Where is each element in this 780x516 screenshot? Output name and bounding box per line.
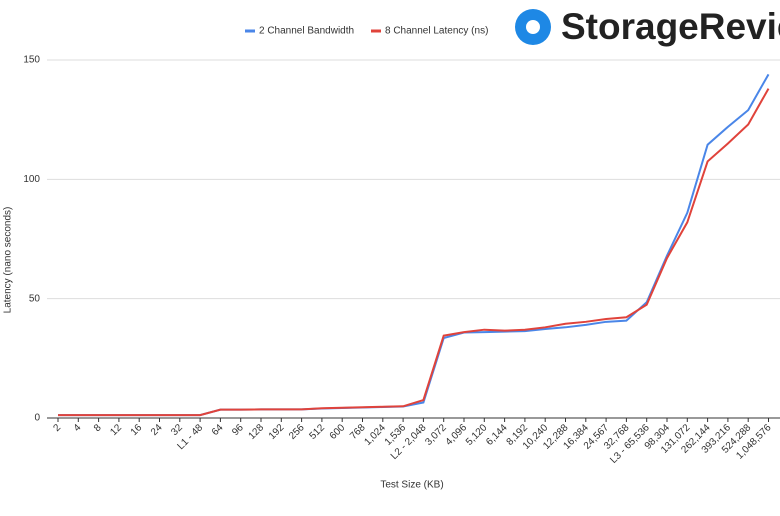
- x-tick-label: 512: [307, 422, 327, 442]
- x-tick-label: 12: [108, 422, 124, 438]
- x-tick-label: 192: [267, 422, 287, 442]
- legend-label: 8 Channel Latency (ns): [385, 26, 488, 37]
- x-tick-label: 64: [210, 422, 226, 438]
- y-axis-title: Latency (nano seconds): [3, 207, 14, 314]
- x-tick-label: 4,096: [444, 422, 470, 448]
- x-tick-label: 3,072: [423, 422, 449, 448]
- x-tick-label: 2: [51, 422, 63, 434]
- y-tick-label: 0: [34, 413, 40, 424]
- logo-text: StorageReview: [561, 6, 780, 47]
- x-tick-label: 256: [287, 422, 307, 442]
- y-tick-label: 150: [23, 55, 40, 66]
- x-tick-label: 5,120: [464, 422, 490, 448]
- x-axis-title: Test Size (KB): [380, 480, 443, 491]
- x-tick-label: 24: [149, 422, 165, 438]
- x-tick-label: 600: [328, 422, 348, 442]
- y-tick-label: 50: [29, 293, 41, 304]
- x-tick-label: 8: [92, 422, 104, 434]
- y-tick-label: 100: [23, 174, 40, 185]
- x-tick-label: 128: [247, 422, 267, 442]
- series-line: [58, 73, 770, 417]
- x-tick-label: 16: [129, 422, 145, 438]
- legend-label: 2 Channel Bandwidth: [259, 26, 354, 37]
- x-tick-label: 6,144: [484, 422, 510, 448]
- x-tick-label: 1,024: [362, 422, 388, 448]
- logo-icon-hole: [526, 20, 540, 34]
- x-tick-label: 4: [72, 422, 84, 434]
- x-tick-label: 96: [230, 422, 246, 438]
- series-line: [58, 88, 770, 417]
